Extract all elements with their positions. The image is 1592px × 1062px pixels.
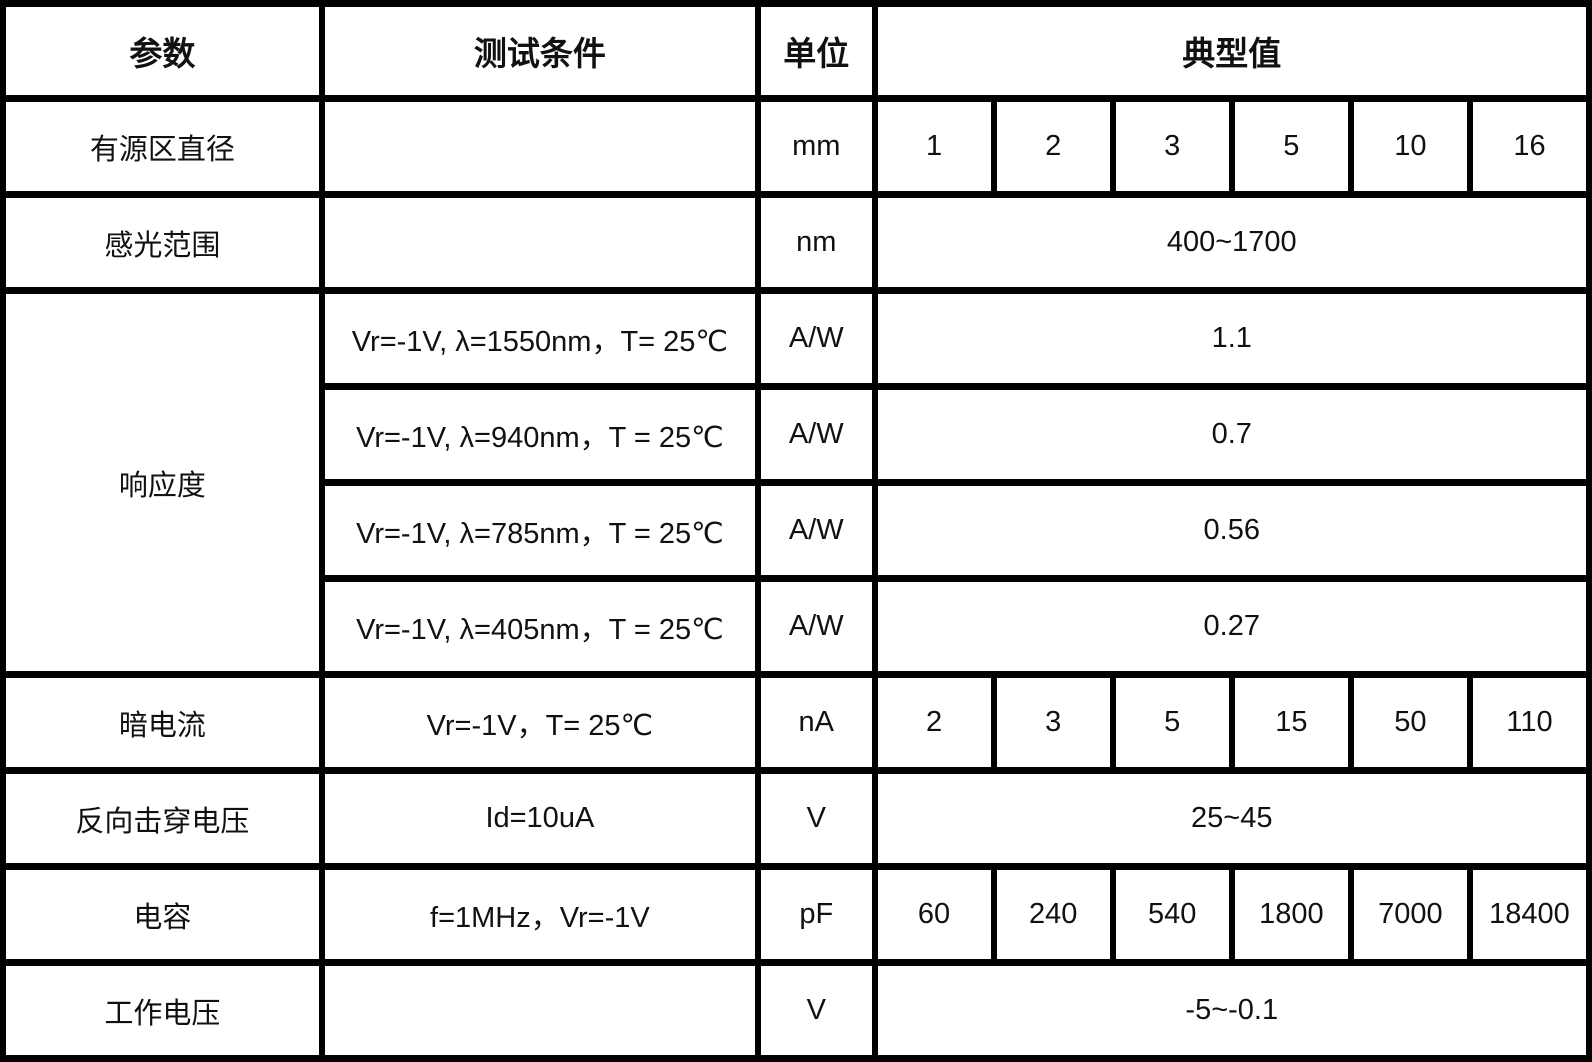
typical-value-cell: 7000: [1347, 863, 1473, 966]
header-typical: 典型值: [871, 0, 1592, 102]
unit-cell: pF: [754, 863, 878, 966]
table-row: 有源区直径 mm 1 2 3 5 10 16: [0, 95, 1592, 198]
header-row: 参数 测试条件 单位 典型值: [0, 0, 1592, 102]
conditions-cell: Vr=-1V, λ=785nm，T = 25℃: [318, 479, 761, 582]
unit-cell: nA: [754, 671, 878, 774]
header-unit: 单位: [754, 0, 878, 102]
conditions-cell: f=1MHz，Vr=-1V: [318, 863, 761, 966]
table-row: Vr=-1V, λ=785nm，T = 25℃ A/W 0.56: [3, 479, 1592, 582]
typical-value-cell: 3: [1109, 95, 1235, 198]
typical-value-cell: 540: [1109, 863, 1235, 966]
unit-cell: nm: [754, 191, 878, 294]
typical-value-cell: 15: [1228, 671, 1354, 774]
typical-value-cell: 50: [1347, 671, 1473, 774]
typical-value-cell: 25~45: [871, 767, 1592, 870]
conditions-cell: Vr=-1V, λ=940nm，T = 25℃: [318, 383, 761, 486]
conditions-cell: Vr=-1V，T= 25℃: [318, 671, 761, 774]
table-row: 响应度 Vr=-1V, λ=1550nm，T= 25℃ A/W 1.1: [0, 287, 1592, 678]
typical-value-cell: 2: [990, 95, 1116, 198]
unit-cell: A/W: [754, 575, 878, 678]
conditions-cell: [318, 959, 761, 1062]
typical-value-cell: 400~1700: [871, 191, 1592, 294]
typical-value-cell: 16: [1466, 95, 1592, 198]
param-cell: 响应度: [0, 287, 325, 678]
param-cell: 暗电流: [0, 671, 325, 774]
unit-cell: V: [754, 767, 878, 870]
param-cell: 反向击穿电压: [0, 767, 325, 870]
table-row: Vr=-1V, λ=940nm，T = 25℃ A/W 0.7: [3, 383, 1592, 486]
conditions-cell: [318, 95, 761, 198]
table-row: Vr=-1V, λ=405nm，T = 25℃ A/W 0.27: [3, 575, 1592, 678]
param-cell: 有源区直径: [0, 95, 325, 198]
typical-value-cell: -5~-0.1: [871, 959, 1592, 1062]
typical-value-cell: 5: [1228, 95, 1354, 198]
typical-value-cell: 5: [1109, 671, 1235, 774]
param-cell: 工作电压: [0, 959, 325, 1062]
param-cell: 电容: [0, 863, 325, 966]
typical-value-cell: 0.27: [871, 575, 1592, 678]
typical-value-cell: 10: [1347, 95, 1473, 198]
unit-cell: A/W: [754, 479, 878, 582]
conditions-cell: Id=10uA: [318, 767, 761, 870]
table-row: 反向击穿电压 Id=10uA V 25~45: [0, 767, 1592, 870]
typical-value-cell: 2: [871, 671, 997, 774]
param-cell: 感光范围: [0, 191, 325, 294]
table-row: 电容 f=1MHz，Vr=-1V pF 60 240 540 1800 7000 18400: [0, 863, 1592, 966]
unit-cell: mm: [754, 95, 878, 198]
conditions-cell: [318, 191, 761, 294]
typical-value-cell: 60: [871, 863, 997, 966]
table-row: 工作电压 V -5~-0.1: [0, 959, 1592, 1062]
typical-value-cell: 1800: [1228, 863, 1354, 966]
unit-cell: A/W: [754, 287, 878, 390]
unit-cell: A/W: [754, 383, 878, 486]
typical-value-cell: 240: [990, 863, 1116, 966]
unit-cell: V: [754, 959, 878, 1062]
typical-value-cell: 18400: [1466, 863, 1592, 966]
typical-value-cell: 110: [1466, 671, 1592, 774]
typical-value-cell: 1: [871, 95, 997, 198]
typical-value-cell: 1.1: [871, 287, 1592, 390]
table-row: 感光范围 nm 400~1700: [0, 191, 1592, 294]
conditions-cell: Vr=-1V, λ=1550nm，T= 25℃: [318, 287, 761, 390]
header-param: 参数: [0, 0, 325, 102]
typical-value-cell: 0.56: [871, 479, 1592, 582]
conditions-cell: Vr=-1V, λ=405nm，T = 25℃: [318, 575, 761, 678]
typical-value-cell: 3: [990, 671, 1116, 774]
typical-value-cell: 0.7: [871, 383, 1592, 486]
table-row: 暗电流 Vr=-1V，T= 25℃ nA 2 3 5 15 50 110: [0, 671, 1592, 774]
header-conditions: 测试条件: [318, 0, 761, 102]
